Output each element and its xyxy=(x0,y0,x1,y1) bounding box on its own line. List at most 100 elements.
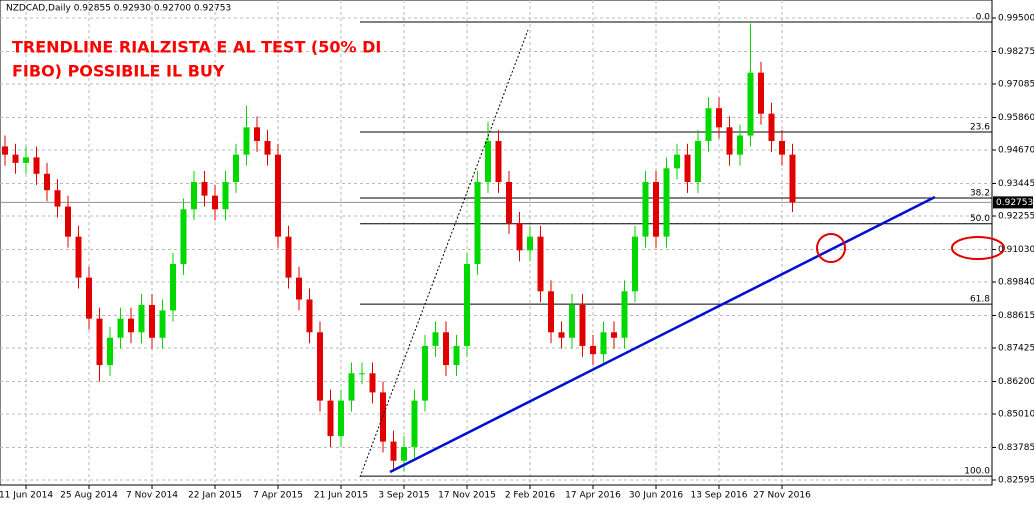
candle-body xyxy=(590,345,596,355)
candle-body xyxy=(506,181,512,223)
x-tick-label: 30 Jun 2016 xyxy=(629,491,683,501)
candle-body xyxy=(117,318,124,338)
candle-body xyxy=(674,154,680,169)
candle-body xyxy=(264,140,271,155)
y-tick-label: 0.93445 xyxy=(998,179,1034,189)
fibo-label: 0.0 xyxy=(976,12,991,22)
candle-body xyxy=(44,173,50,191)
candle-body xyxy=(726,127,733,155)
x-tick-label: 7 Nov 2014 xyxy=(126,491,178,501)
candle-body xyxy=(222,181,229,210)
candle-body xyxy=(254,127,260,141)
candle-body xyxy=(306,299,313,333)
candle-body xyxy=(75,236,82,278)
y-tick-label: 0.92255 xyxy=(998,212,1034,222)
grid xyxy=(0,0,992,485)
candle-body xyxy=(737,135,743,155)
candle-body xyxy=(453,345,460,366)
candle-body xyxy=(611,332,617,338)
fibo-label: 23.6 xyxy=(970,123,990,133)
candle-body xyxy=(138,304,145,333)
candle-body xyxy=(317,332,323,401)
candle-body xyxy=(327,400,334,437)
candle-body xyxy=(485,140,491,182)
x-tick-label: 3 Sep 2015 xyxy=(378,491,429,501)
y-tick-label: 0.94670 xyxy=(998,146,1034,156)
y-tick-label: 0.88615 xyxy=(998,311,1034,321)
y-tick-label: 0.85010 xyxy=(998,410,1034,420)
candle-body xyxy=(65,206,71,237)
candle-body xyxy=(653,181,659,237)
candle-body xyxy=(705,108,712,141)
candle-body xyxy=(747,72,754,136)
price-label-box xyxy=(993,196,1033,209)
candle-body xyxy=(495,140,502,182)
candle-body xyxy=(569,304,575,338)
x-tick-label: 17 Apr 2016 xyxy=(565,491,621,501)
candle-body xyxy=(695,140,701,182)
candle-body xyxy=(12,154,19,163)
candle-body xyxy=(369,373,376,393)
candle-body xyxy=(285,236,292,278)
candle-body xyxy=(338,400,344,437)
x-tick-label: 27 Nov 2016 xyxy=(753,491,811,501)
candle-body xyxy=(768,113,775,141)
x-tick-label: 13 Sep 2016 xyxy=(690,491,747,501)
candle-body xyxy=(600,332,607,355)
y-tick-label: 0.91030 xyxy=(998,245,1034,255)
x-tick-label: 25 Aug 2014 xyxy=(60,491,118,501)
candle-body xyxy=(663,168,670,237)
y-tick-label: 0.87425 xyxy=(998,344,1034,354)
x-tick-label: 17 Nov 2015 xyxy=(438,491,496,501)
y-tick-label: 0.89840 xyxy=(998,278,1034,288)
fibo-label: 61.8 xyxy=(970,295,990,305)
candle-body xyxy=(548,291,554,333)
candle-body xyxy=(401,447,407,461)
candle-body xyxy=(33,157,40,174)
candle-body xyxy=(149,304,155,338)
plot-frame xyxy=(0,0,993,486)
candle-body xyxy=(296,277,302,300)
x-tick-label: 21 Jun 2015 xyxy=(314,491,368,501)
y-tick-label: 0.98275 xyxy=(998,47,1034,57)
candle-body xyxy=(390,441,397,461)
annotation: TRENDLINE RIALZISTA E AL TEST (50% DI xyxy=(12,38,381,57)
candle-body xyxy=(233,154,239,182)
candle-body xyxy=(443,332,449,366)
candle-body xyxy=(716,108,722,128)
candle-body xyxy=(201,181,208,196)
candle-body xyxy=(558,332,565,338)
candle-body xyxy=(579,304,586,346)
y-tick-label: 0.99500 xyxy=(998,14,1034,24)
candle-body xyxy=(275,154,281,237)
candle-body xyxy=(779,140,785,155)
candle-body xyxy=(54,190,61,207)
candle-body xyxy=(348,373,355,401)
fibo-label: 38.2 xyxy=(970,189,990,199)
candle-body xyxy=(2,146,8,155)
candle-body xyxy=(128,318,134,333)
candle-body xyxy=(359,373,365,375)
test-circle xyxy=(816,233,846,263)
candle-body xyxy=(411,400,418,448)
candle-body xyxy=(537,236,544,292)
fibonacci: 0.0 23.6 38.2 50.0 61.8 100.0 xyxy=(0,12,992,477)
y-tick-label: 0.82595 xyxy=(998,475,1034,485)
candle-body xyxy=(180,209,187,264)
chart-header: NZDCAD,Daily 0.92855 0.92930 0.92700 0.9… xyxy=(6,4,231,14)
y-tick-label: 0.86200 xyxy=(998,377,1034,387)
candle-body xyxy=(474,181,481,264)
candle-body xyxy=(86,277,92,319)
candle-body xyxy=(159,310,166,338)
y-tick-label: 0.97085 xyxy=(998,80,1034,90)
candle-body xyxy=(527,236,533,251)
candle-body xyxy=(516,222,523,251)
candle-body xyxy=(212,195,218,210)
candle-body xyxy=(632,236,638,292)
candle-body xyxy=(96,318,103,366)
x-tick-label: 22 Jan 2015 xyxy=(188,491,242,501)
candle-body xyxy=(191,181,197,210)
fibo-trendline xyxy=(359,29,529,478)
fibo-label: 100.0 xyxy=(964,467,990,477)
